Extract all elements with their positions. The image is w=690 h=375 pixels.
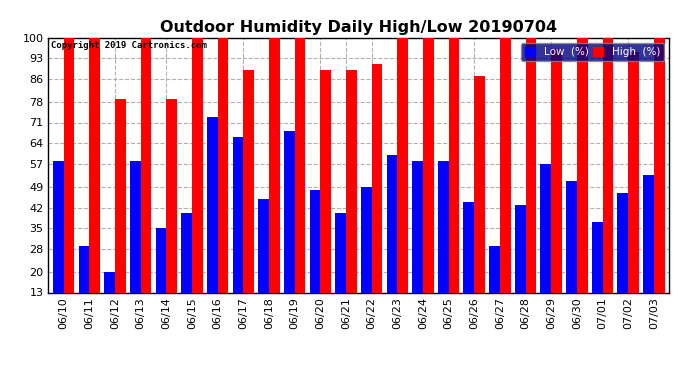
Bar [192,38,203,331]
Bar [386,155,397,331]
Bar [63,38,75,331]
Bar [464,202,474,331]
Bar [602,38,613,331]
Bar [526,38,536,331]
Bar [155,228,166,331]
Bar [361,187,372,331]
Bar [217,38,228,331]
Bar [618,193,628,331]
Bar [207,117,217,331]
Bar [90,38,100,331]
Bar [166,99,177,331]
Bar [438,160,449,331]
Bar [269,38,279,331]
Bar [500,38,511,331]
Bar [141,38,152,331]
Bar [130,160,141,331]
Bar [540,164,551,331]
Bar [258,199,269,331]
Bar [104,272,115,331]
Bar [412,160,423,331]
Bar [628,52,639,331]
Bar [295,38,306,331]
Text: Copyright 2019 Cartronics.com: Copyright 2019 Cartronics.com [51,41,207,50]
Bar [577,38,588,331]
Bar [515,205,526,331]
Bar [115,99,126,331]
Bar [79,246,90,331]
Bar [181,213,192,331]
Bar [489,246,500,331]
Bar [592,222,602,331]
Bar [244,70,254,331]
Bar [346,70,357,331]
Bar [643,175,654,331]
Legend: Low  (%), High  (%): Low (%), High (%) [521,43,664,61]
Bar [448,38,460,331]
Bar [551,49,562,331]
Bar [310,190,320,331]
Bar [423,38,434,331]
Bar [397,38,408,331]
Bar [284,131,295,331]
Bar [233,137,244,331]
Bar [372,64,382,331]
Bar [566,181,577,331]
Bar [53,160,63,331]
Bar [320,70,331,331]
Bar [474,76,485,331]
Bar [335,213,346,331]
Title: Outdoor Humidity Daily High/Low 20190704: Outdoor Humidity Daily High/Low 20190704 [160,20,558,35]
Bar [654,38,664,331]
